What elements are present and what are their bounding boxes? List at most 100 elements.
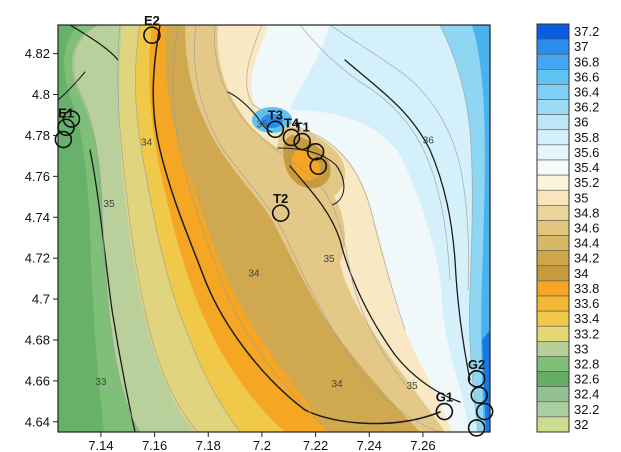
colorbar-label: 32.2 bbox=[574, 402, 599, 417]
station-marker bbox=[435, 402, 454, 421]
colorbar-label: 36.4 bbox=[574, 85, 599, 100]
colorbar-swatch bbox=[536, 99, 570, 115]
colorbar-swatch bbox=[536, 401, 570, 418]
contour-line-36 bbox=[344, 59, 471, 381]
colorbar-label: 35.6 bbox=[574, 145, 599, 160]
x-tick-label: 7.24 bbox=[357, 438, 382, 452]
colorbar-label: 33.4 bbox=[574, 311, 599, 326]
colorbar-label: 32.8 bbox=[574, 357, 599, 372]
station-label: E2 bbox=[144, 13, 160, 28]
y-tick-label: 4.8 bbox=[32, 87, 50, 102]
x-tick-label: 7.18 bbox=[196, 438, 221, 452]
station-label: T1 bbox=[295, 120, 310, 135]
minor-contours bbox=[73, 25, 479, 432]
colorbar-label: 36.2 bbox=[574, 100, 599, 115]
colorbar-label: 33.6 bbox=[574, 296, 599, 311]
colorbar-swatch bbox=[536, 386, 570, 403]
colorbar-label: 35.2 bbox=[574, 175, 599, 190]
colorbar-swatch bbox=[536, 144, 570, 161]
station-marker bbox=[470, 386, 489, 404]
contour-label: 34 bbox=[331, 379, 343, 390]
station-marker bbox=[282, 128, 301, 147]
colorbar-swatch bbox=[536, 23, 570, 40]
colorbar-label: 35.4 bbox=[574, 160, 599, 175]
colorbar-label: 35 bbox=[574, 190, 588, 205]
plot-frame bbox=[57, 24, 491, 433]
colorbar-label: 34.4 bbox=[574, 236, 599, 251]
colorbar-swatch bbox=[536, 38, 570, 55]
contour-label: 33 bbox=[95, 377, 107, 388]
station-label: G2 bbox=[468, 357, 485, 372]
x-tick-label: 7.22 bbox=[303, 438, 328, 452]
y-tick-label: 4.78 bbox=[25, 128, 50, 143]
contour-label: 35 bbox=[323, 254, 335, 265]
station-marker bbox=[62, 110, 81, 128]
x-tick-label: 7.26 bbox=[410, 438, 435, 452]
colorbar-label: 36 bbox=[574, 115, 588, 130]
contour-line-34 bbox=[152, 25, 441, 425]
colorbar-label: 37 bbox=[574, 39, 588, 54]
colorbar-swatch bbox=[536, 341, 570, 357]
colorbar-swatch bbox=[536, 69, 570, 85]
station-marker bbox=[266, 120, 285, 139]
colorbar-swatch bbox=[536, 295, 570, 312]
colorbar-label: 32 bbox=[574, 417, 588, 432]
station-label: G1 bbox=[436, 390, 453, 405]
colorbar-swatch bbox=[536, 84, 570, 100]
station-marker bbox=[309, 157, 328, 175]
station-marker bbox=[143, 26, 161, 45]
station-marker bbox=[306, 143, 325, 161]
colorbar-swatch bbox=[536, 53, 570, 70]
colorbar-swatch bbox=[536, 159, 570, 176]
station-label: T3 bbox=[268, 107, 283, 122]
contour-label: 36 bbox=[423, 136, 435, 147]
colorbar-swatch bbox=[536, 416, 570, 433]
colorbar-swatch bbox=[536, 220, 570, 236]
station-marker bbox=[54, 130, 73, 149]
colorbar-frame bbox=[536, 23, 570, 433]
x-tick-label: 7.16 bbox=[142, 438, 167, 452]
contour-label: 34 bbox=[141, 138, 153, 149]
station-marker bbox=[467, 419, 486, 437]
station-marker bbox=[271, 204, 290, 222]
x-axis: 7.14 7.16 7.18 7.2 7.22 7.24 7.26 bbox=[88, 432, 436, 452]
y-tick-label: 4.74 bbox=[25, 210, 50, 225]
y-tick-label: 4.7 bbox=[32, 292, 50, 307]
y-tick-label: 4.64 bbox=[25, 414, 50, 429]
plot-area bbox=[58, 25, 490, 432]
colorbar-swatch bbox=[536, 174, 570, 191]
y-tick-label: 4.72 bbox=[25, 251, 50, 266]
colorbar-label: 32.6 bbox=[574, 372, 599, 387]
colorbar-label: 33.8 bbox=[574, 281, 599, 296]
colorbar-label: 37.2 bbox=[574, 24, 599, 39]
contour-label: 35 bbox=[103, 199, 115, 210]
colorbar: 37.23736.836.636.436.23635.835.635.435.2… bbox=[536, 23, 599, 433]
station-label: T4 bbox=[284, 115, 300, 130]
x-tick-label: 7.2 bbox=[253, 438, 271, 452]
contour-label: 35 bbox=[407, 381, 419, 392]
contour-labels: 34 36 36 35 35 34 33 34 35 bbox=[95, 119, 434, 392]
station-marker bbox=[475, 402, 494, 421]
station-label: T2 bbox=[273, 191, 288, 206]
y-tick-label: 4.66 bbox=[25, 373, 50, 388]
colorbar-label: 36.8 bbox=[574, 54, 599, 69]
colorbar-label: 34.6 bbox=[574, 221, 599, 236]
station-marker bbox=[293, 132, 311, 151]
colorbar-label: 36.6 bbox=[574, 69, 599, 84]
contour-label: 36 bbox=[256, 119, 268, 130]
colorbar-label: 34 bbox=[574, 266, 588, 281]
fill-band-36.4 bbox=[440, 25, 490, 432]
contour-line-35 bbox=[289, 165, 461, 403]
colorbar-swatch bbox=[536, 325, 570, 342]
contour-line-35-west bbox=[58, 71, 86, 101]
contour-label: 34 bbox=[248, 269, 260, 280]
fill-band-36.8 bbox=[472, 25, 490, 432]
contour-lines bbox=[58, 25, 479, 432]
colorbar-swatch bbox=[536, 280, 570, 297]
colorbar-label: 33 bbox=[574, 341, 588, 356]
colorbar-swatch bbox=[536, 265, 570, 282]
colorbar-label: 32.4 bbox=[574, 387, 599, 402]
y-tick-label: 4.68 bbox=[25, 332, 50, 347]
